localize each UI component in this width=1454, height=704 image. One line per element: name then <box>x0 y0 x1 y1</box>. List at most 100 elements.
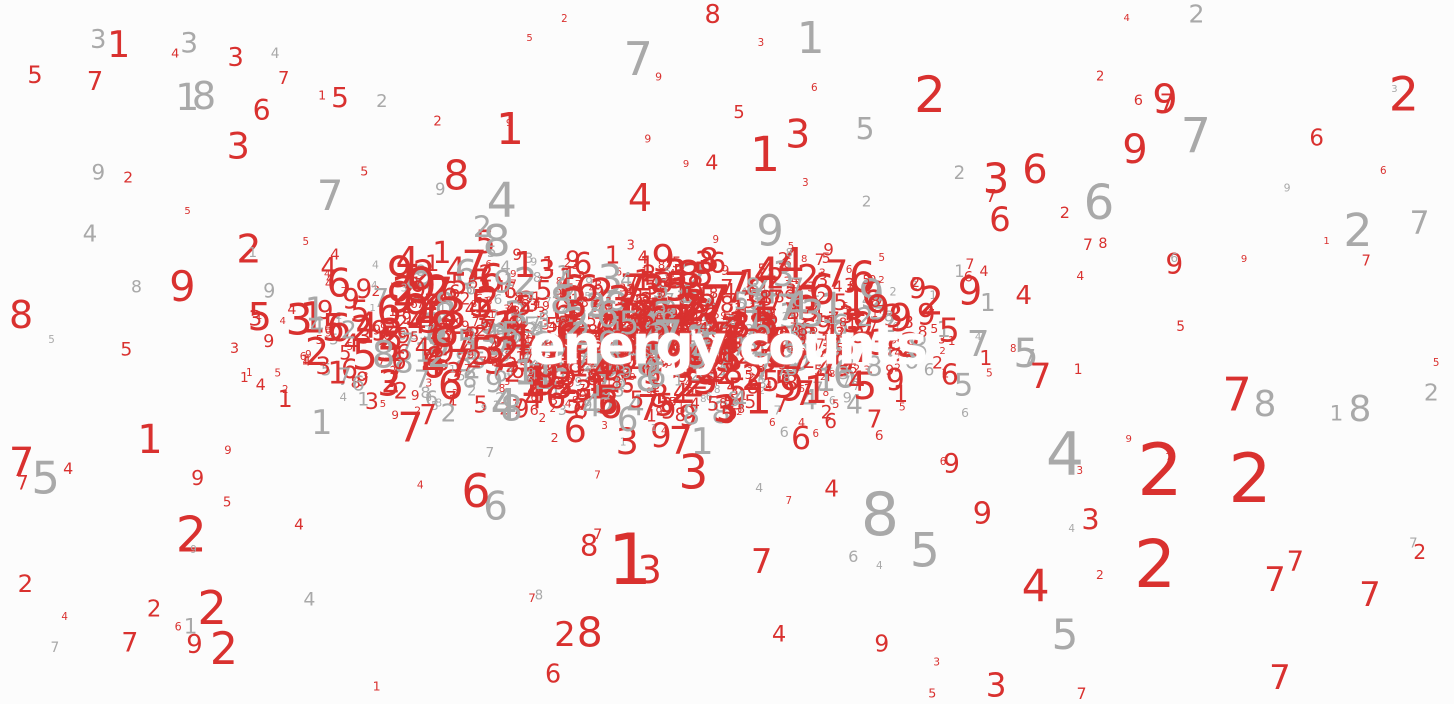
digit-glyph: 1 <box>702 308 719 338</box>
digit-glyph: 2 <box>566 319 575 336</box>
digit-glyph: 7 <box>524 351 534 368</box>
digit-glyph: 4 <box>416 479 424 492</box>
digit-glyph: 1 <box>641 266 648 279</box>
digit-glyph: 6 <box>716 336 736 373</box>
digit-glyph: 8 <box>454 344 474 380</box>
digit-glyph: 9 <box>842 389 852 407</box>
digit-glyph: 7 <box>416 295 426 312</box>
digit-glyph: 9 <box>402 286 430 337</box>
digit-glyph: 7 <box>594 349 620 395</box>
digit-glyph: 4 <box>1015 281 1033 312</box>
digit-glyph: 4 <box>673 315 686 337</box>
digit-glyph: 5 <box>674 346 696 386</box>
digit-glyph: 7 <box>50 640 60 657</box>
digit-glyph: 8 <box>636 345 643 358</box>
digit-glyph: 9 <box>660 395 677 425</box>
digit-glyph: 1 <box>733 332 747 358</box>
digit-glyph: 8 <box>791 315 819 365</box>
digit-glyph: 1 <box>652 310 676 354</box>
digit-glyph: 1 <box>277 385 293 414</box>
digit-glyph: 1 <box>492 398 501 414</box>
digit-glyph: 6 <box>616 352 632 381</box>
digit-glyph: 6 <box>733 304 747 329</box>
digit-glyph: 1 <box>740 390 747 403</box>
digit-glyph: 6 <box>396 339 411 365</box>
digit-glyph: 7 <box>811 378 824 400</box>
digit-glyph: 4 <box>462 334 476 359</box>
digit-glyph: 5 <box>320 359 332 380</box>
digit-glyph: 5 <box>346 342 354 354</box>
digit-glyph: 7 <box>444 387 458 411</box>
digit-glyph: 5 <box>752 281 759 293</box>
digit-glyph: 1 <box>605 377 613 389</box>
digit-glyph: 2 <box>505 352 519 377</box>
digit-glyph: 4 <box>652 325 673 364</box>
digit-glyph: 8 <box>785 245 793 260</box>
digit-glyph: 6 <box>923 359 935 380</box>
digit-glyph: 6 <box>1380 165 1387 178</box>
digit-glyph: 3 <box>248 306 263 332</box>
digit-glyph: 4 <box>490 343 498 358</box>
digit-glyph: 2 <box>878 274 885 286</box>
digit-glyph: 3 <box>549 392 559 409</box>
digit-glyph: 7 <box>478 355 488 372</box>
digit-glyph: 2 <box>582 365 595 387</box>
digit-glyph: 5 <box>471 347 487 375</box>
digit-glyph: 2 <box>433 114 442 130</box>
digit-glyph: 3 <box>685 351 707 391</box>
digit-glyph: 6 <box>575 294 585 311</box>
digit-glyph: 2 <box>767 336 786 370</box>
digit-glyph: 5 <box>339 341 352 365</box>
digit-glyph: 8 <box>1253 384 1277 425</box>
digit-glyph: 5 <box>768 328 788 363</box>
digit-glyph: 5 <box>621 374 635 398</box>
digit-glyph: 8 <box>425 392 432 404</box>
digit-glyph: 8 <box>9 292 34 337</box>
digit-glyph: 1 <box>1073 362 1083 379</box>
digit-glyph: 4 <box>526 364 543 394</box>
digit-glyph: 1 <box>929 288 937 303</box>
digit-glyph: 3 <box>632 302 643 322</box>
digit-glyph: 6 <box>566 316 585 350</box>
digit-glyph: 7 <box>545 295 552 307</box>
digit-glyph: 3 <box>816 270 829 292</box>
digit-glyph: 6 <box>824 408 838 433</box>
digit-glyph: 8 <box>415 260 426 280</box>
digit-glyph: 6 <box>545 658 562 689</box>
digit-glyph: 1 <box>699 327 715 356</box>
digit-glyph: 5 <box>790 304 800 323</box>
digit-glyph: 9 <box>788 318 809 354</box>
digit-glyph: 4 <box>672 376 689 406</box>
digit-glyph: 9 <box>1122 127 1148 173</box>
digit-glyph: 3 <box>445 358 463 389</box>
digit-glyph: 9 <box>852 305 874 344</box>
digit-glyph: 6 <box>810 81 818 94</box>
digit-glyph: 7 <box>563 303 578 330</box>
digit-glyph: 8 <box>565 325 583 357</box>
digit-glyph: 9 <box>190 543 197 556</box>
digit-glyph: 6 <box>454 253 478 295</box>
digit-glyph: 8 <box>746 271 769 312</box>
digit-glyph: 3 <box>732 394 743 413</box>
digit-glyph: 1 <box>568 304 580 325</box>
digit-glyph: 5 <box>184 206 191 218</box>
digit-glyph: 3 <box>793 277 802 293</box>
digit-glyph: 4 <box>819 344 832 366</box>
digit-glyph: 9 <box>480 403 488 415</box>
digit-glyph: 6 <box>555 306 582 355</box>
digit-glyph: 3 <box>802 177 809 189</box>
digit-glyph: 9 <box>355 273 373 305</box>
digit-glyph: 6 <box>963 268 974 286</box>
digit-glyph: 1 <box>107 23 131 67</box>
digit-glyph: 9 <box>972 496 993 532</box>
digit-glyph: 9 <box>566 376 575 391</box>
digit-glyph: 3 <box>607 278 633 325</box>
digit-glyph: 5 <box>567 316 575 328</box>
digit-glyph: 4 <box>1021 560 1050 612</box>
digit-glyph: 6 <box>568 357 575 369</box>
digit-glyph: 8 <box>435 396 443 410</box>
digit-glyph: 5 <box>587 340 598 359</box>
digit-glyph: 5 <box>616 292 626 308</box>
digit-glyph: 5 <box>643 355 663 390</box>
digit-glyph: 3 <box>464 328 477 350</box>
